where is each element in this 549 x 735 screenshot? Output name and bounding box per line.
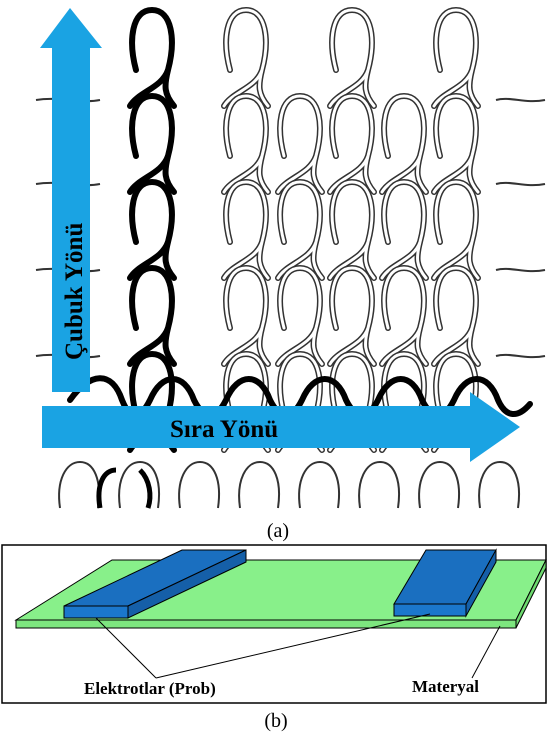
material-label: Materyal	[412, 677, 479, 696]
wale-direction-label: Çubuk Yönü	[61, 223, 88, 360]
wale-direction-arrow: Çubuk Yönü	[40, 8, 102, 392]
electrode-left	[63, 549, 247, 619]
highlighted-wale-column	[130, 10, 174, 450]
electrodes-label: Elektrotlar (Prob)	[84, 679, 216, 698]
knit-fabric-panel: Çubuk Yönü Sıra Yönü	[35, 8, 546, 509]
course-direction-arrow: Sıra Yönü	[42, 392, 520, 462]
highlighted-course-row	[67, 375, 533, 418]
electrode-right	[393, 548, 497, 618]
bottom-loops	[58, 460, 520, 509]
leader-lines	[95, 613, 501, 679]
caption-a: (a)	[267, 520, 289, 542]
course-direction-label: Sıra Yönü	[170, 416, 278, 443]
electrode-panel: Elektrotlar (Prob) Materyal	[1, 544, 547, 704]
caption-b: (b)	[264, 710, 287, 732]
